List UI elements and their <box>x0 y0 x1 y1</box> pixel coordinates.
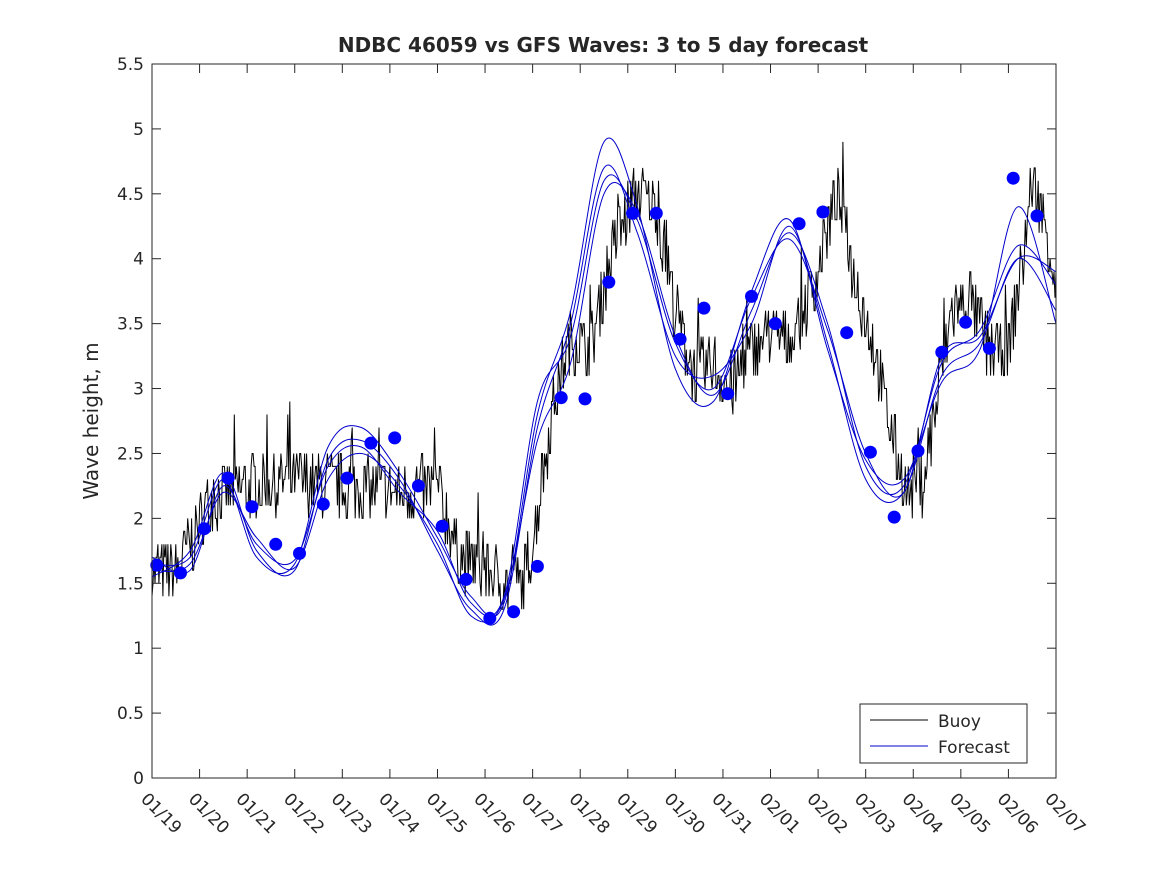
forecast-point <box>364 436 378 450</box>
forecast-point <box>959 315 973 329</box>
y-tick-label: 0.5 <box>117 704 144 724</box>
forecast-point <box>1006 171 1020 185</box>
forecast-point <box>602 275 616 289</box>
forecast-point <box>197 522 211 536</box>
forecast-point <box>530 559 544 573</box>
forecast-series-line-2 <box>151 164 1057 626</box>
axes-box <box>151 63 1057 779</box>
forecast-series-line-4 <box>151 174 1057 617</box>
forecast-point <box>792 217 806 231</box>
forecast-point <box>388 431 402 445</box>
y-tick-label: 4 <box>133 250 144 270</box>
forecast-point <box>459 572 473 586</box>
legend: Buoy Forecast <box>859 703 1028 764</box>
forecast-point <box>554 391 568 405</box>
forecast-point <box>745 289 758 303</box>
forecast-point <box>816 205 830 219</box>
y-tick-label: 3.5 <box>117 315 144 335</box>
forecast-series-line-3 <box>151 137 1057 618</box>
y-tick-label: 5.5 <box>117 55 144 75</box>
forecast-point <box>887 510 901 524</box>
y-tick-label: 1 <box>133 639 144 659</box>
forecast-point <box>721 387 735 401</box>
forecast-point <box>245 500 259 514</box>
forecast-point <box>316 497 330 511</box>
forecast-point <box>982 341 996 355</box>
legend-box <box>859 703 1028 764</box>
y-tick-label: 3 <box>133 380 144 400</box>
forecast-point <box>840 326 854 340</box>
y-tick-label: 1.5 <box>117 574 144 594</box>
forecast-point <box>483 611 497 625</box>
forecast-point <box>150 558 164 572</box>
legend-forecast-label: Forecast <box>938 738 1010 758</box>
plot-area <box>150 137 1057 626</box>
y-axis-label: Wave height, m <box>79 342 103 499</box>
legend-buoy-label: Buoy <box>938 712 981 732</box>
forecast-point <box>626 206 639 220</box>
forecast-point <box>697 301 711 315</box>
forecast-point <box>411 479 425 493</box>
forecast-point <box>863 445 877 459</box>
buoy-series-line <box>151 141 1057 610</box>
forecast-point <box>649 206 663 220</box>
forecast-point <box>174 566 187 580</box>
forecast-point <box>578 392 592 406</box>
y-tick-label: 2.5 <box>117 444 144 464</box>
forecast-point <box>293 546 306 560</box>
chart-title: NDBC 46059 vs GFS Waves: 3 to 5 day fore… <box>338 33 869 57</box>
y-tick-label: 5 <box>133 120 144 140</box>
forecast-point <box>221 471 235 485</box>
forecast-point <box>935 345 949 359</box>
y-tick-label: 4.5 <box>117 185 144 205</box>
forecast-point <box>269 537 283 551</box>
forecast-point <box>768 317 782 331</box>
forecast-point <box>1030 209 1044 223</box>
forecast-point <box>340 471 354 485</box>
forecast-point <box>435 519 449 533</box>
forecast-point <box>507 605 521 619</box>
y-tick-label: 2 <box>133 509 144 529</box>
forecast-point <box>673 332 687 346</box>
y-tick-label: 0 <box>133 769 144 789</box>
forecast-series-line-1 <box>151 182 1057 623</box>
forecast-point <box>911 444 925 458</box>
